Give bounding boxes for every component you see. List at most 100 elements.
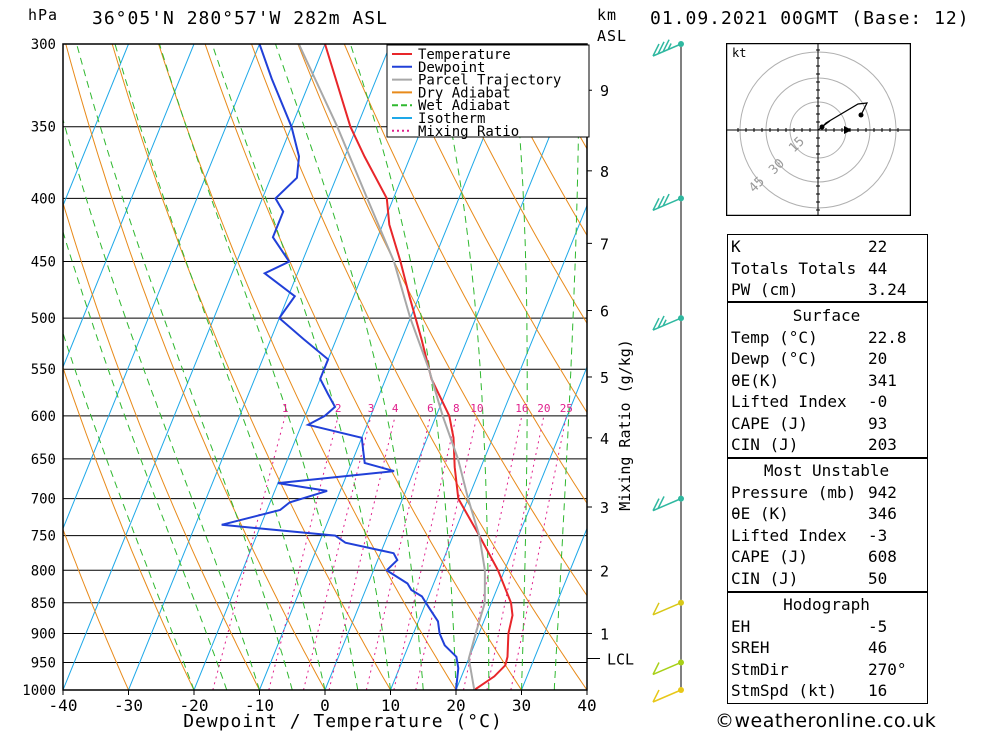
mixing-ratio-value-label: 2 xyxy=(335,402,342,415)
wind-barb-feather xyxy=(657,195,665,209)
wind-barb-feather xyxy=(657,496,665,509)
km-tick-label: 9 xyxy=(600,82,609,100)
surface-index-label: Temp (°C) xyxy=(731,327,818,347)
x-tick-label: 40 xyxy=(577,696,596,715)
hodograph-index-row: EH -5 xyxy=(727,616,926,638)
isotherm-line xyxy=(63,44,326,690)
pressure-tick-label: 800 xyxy=(31,563,56,579)
wind-barb xyxy=(652,659,684,676)
isotherm-line xyxy=(128,44,391,690)
wind-barb-feather xyxy=(662,193,670,207)
dry-adiabat-line xyxy=(63,201,260,690)
x-tick-label: -40 xyxy=(49,696,78,715)
dry-adiabat-line xyxy=(623,44,720,690)
x-tick-label: 10 xyxy=(381,696,400,715)
hodograph-index-label: EH xyxy=(731,616,751,636)
most-unstable-index-title: Most Unstable xyxy=(763,461,890,480)
mixing-ratio-value-label: 3 xyxy=(368,402,375,415)
hodograph-index-label: StmSpd (kt) xyxy=(731,681,837,700)
wind-barb-feather xyxy=(662,319,667,327)
x-tick-label: -10 xyxy=(245,696,274,715)
mixing-ratio-value-label: 1 xyxy=(282,402,289,415)
indices-general-table: K 22 Totals Totals 44 PW (cm) 3.24 xyxy=(727,236,926,301)
wind-barb xyxy=(652,495,684,512)
most-unstable-index-value: 346 xyxy=(868,504,897,523)
dry-adiabat-line xyxy=(63,528,129,690)
mixing-ratio-value-label: 25 xyxy=(560,402,573,415)
legend-box xyxy=(386,44,590,138)
wet-adiabat-line xyxy=(553,44,580,690)
wind-barb xyxy=(652,599,684,616)
mixing-ratio-value-label: 6 xyxy=(427,402,434,415)
pressure-tick-label: 900 xyxy=(31,626,56,642)
hodograph-point xyxy=(819,124,825,130)
wind-barb-feather xyxy=(657,41,665,55)
pressure-tick-label: 1000 xyxy=(22,683,56,699)
location-title: 36°05'N 280°57'W 282m ASL xyxy=(92,8,388,29)
surface-table: Surface Temp (°C) 22.8 Dewp (°C) 20 θE(K) 341 L… xyxy=(727,305,926,456)
plot-area xyxy=(63,44,720,690)
dry-adiabat-line xyxy=(63,366,195,690)
wind-barb-shaft xyxy=(652,661,682,676)
mixing-ratio-value-label: 8 xyxy=(453,402,460,415)
surface-index-label: CIN (J) xyxy=(731,435,799,454)
most-unstable-index-label: Lifted Index xyxy=(731,525,847,545)
mixing-ratio-axis-label: Mixing Ratio (g/kg) xyxy=(616,339,634,511)
most-unstable-index-value: 942 xyxy=(868,482,897,502)
wind-barb xyxy=(652,687,684,703)
wet-adiabat-line xyxy=(63,230,228,690)
wind-barb-feather xyxy=(652,317,660,331)
wet-adiabat-line xyxy=(432,44,490,690)
hodograph-index-title: Hodograph xyxy=(783,595,870,614)
legend-label: Isotherm xyxy=(418,111,485,127)
x-tick-label: 20 xyxy=(446,696,465,715)
mixing-ratio-value-label: 10 xyxy=(470,402,483,415)
km-unit-label: km xyxy=(597,6,618,24)
km-tick-label: LCL xyxy=(607,651,634,669)
general-index-value: 22 xyxy=(868,237,888,256)
most-unstable-index-value: 608 xyxy=(868,547,897,566)
wet-adiabat-line xyxy=(63,117,260,690)
pressure-tick-label: 600 xyxy=(31,409,56,425)
surface-index-row: CIN (J) 203 xyxy=(727,434,926,456)
series-parcel-trajectory xyxy=(297,44,486,690)
isotherm-line xyxy=(521,527,587,690)
hpa-unit-label: hPa xyxy=(28,6,59,24)
series-temperature xyxy=(324,44,514,690)
mixing-ratio-line xyxy=(328,415,396,690)
mixing-ratio-line xyxy=(302,415,372,690)
isotherm-line xyxy=(586,688,587,690)
wind-barb-feather xyxy=(652,43,660,57)
wind-barb-feather xyxy=(667,43,672,50)
hodograph-index-table: Hodograph EH -5 SREH 46 StmDir 270° StmSpd (kt)… xyxy=(727,594,926,702)
isotherm-line xyxy=(63,44,129,207)
wet-adiabat-line xyxy=(159,44,359,690)
isotherm-line xyxy=(390,204,587,690)
asl-unit-label: ASL xyxy=(597,27,628,45)
surface-index-value: 93 xyxy=(868,413,888,433)
surface-index-row: Dewp (°C) 20 xyxy=(727,348,926,370)
wind-barb-feather xyxy=(652,602,660,616)
isotherm-line xyxy=(63,44,260,530)
wet-adiabat-line xyxy=(114,44,326,690)
most-unstable-index-row: CIN (J) 50 xyxy=(727,568,926,590)
x-axis-label: Dewpoint / Temperature (°C) xyxy=(183,711,503,732)
mixing-ratio-value-label: 4 xyxy=(392,402,399,415)
most-unstable-index-label: Pressure (mb) xyxy=(731,482,857,502)
km-tick-label: 6 xyxy=(600,303,609,321)
wind-barb xyxy=(652,315,684,331)
km-tick-label: 5 xyxy=(600,369,609,387)
most-unstable-index-row: Lifted Index -3 xyxy=(727,525,926,547)
legend-label: Temperature xyxy=(418,47,511,63)
dry-adiabat-line xyxy=(436,44,587,325)
km-tick-label: 8 xyxy=(600,163,609,181)
general-index-value: 3.24 xyxy=(868,280,907,299)
wind-barb-dot xyxy=(678,315,684,322)
wet-adiabat-line xyxy=(511,44,528,690)
wind-barb-dot xyxy=(678,687,684,693)
surface-index-row: CAPE (J) 93 xyxy=(727,413,926,435)
skewt-chart: 3003504004505005506006507007508008509009… xyxy=(22,37,720,732)
wind-barb-feather xyxy=(652,198,660,211)
pressure-tick-label: 950 xyxy=(31,655,56,671)
general-index-value: 44 xyxy=(868,258,888,278)
